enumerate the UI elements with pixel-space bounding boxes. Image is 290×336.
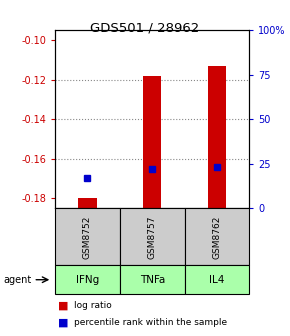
Text: IL4: IL4 — [209, 275, 225, 285]
Bar — [143, 76, 161, 208]
Text: ■: ■ — [58, 318, 68, 328]
Text: agent: agent — [3, 275, 31, 285]
Text: log ratio: log ratio — [74, 301, 112, 310]
Text: ■: ■ — [58, 301, 68, 311]
Text: TNFa: TNFa — [139, 275, 165, 285]
Bar — [208, 66, 226, 208]
Text: GDS501 / 28962: GDS501 / 28962 — [90, 22, 200, 35]
Text: GSM8757: GSM8757 — [148, 215, 157, 259]
Bar — [78, 199, 97, 208]
Text: percentile rank within the sample: percentile rank within the sample — [74, 318, 227, 327]
Text: GSM8762: GSM8762 — [213, 215, 222, 259]
Text: GSM8752: GSM8752 — [83, 215, 92, 259]
Text: IFNg: IFNg — [76, 275, 99, 285]
